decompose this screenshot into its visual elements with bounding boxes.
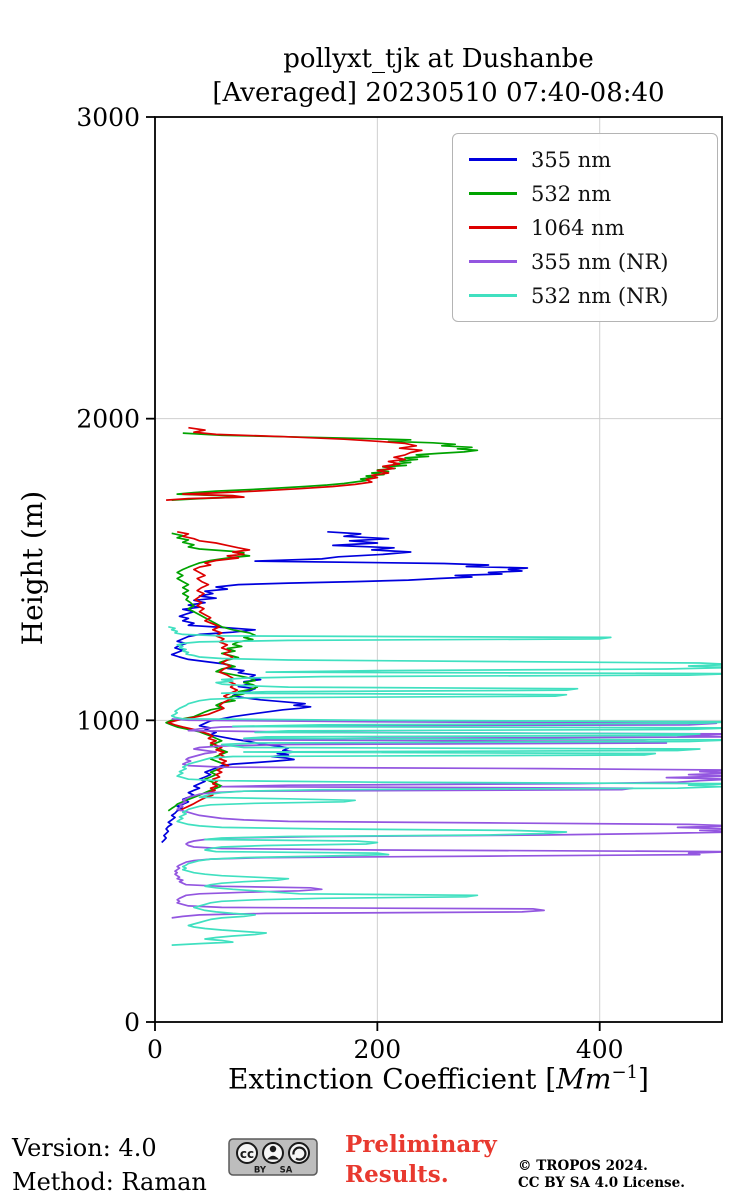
legend-item-532nm: 532 nm — [469, 180, 701, 207]
share-alike-arrow-icon — [292, 1146, 307, 1161]
series-line-532nm — [171, 432, 479, 501]
series-line-532nm-nr — [168, 625, 722, 946]
x-axis-label-unit: Mm — [556, 1062, 612, 1096]
legend-label-532nm: 532 nm — [531, 181, 612, 206]
copyright-text: © TROPOS 2024. CC BY SA 4.0 License. — [518, 1158, 685, 1192]
x-axis-label-exponent: −1 — [611, 1062, 638, 1083]
legend-item-1064nm: 1064 nm — [469, 214, 701, 241]
badge-by-text: BY — [254, 1166, 267, 1176]
version-text: Version: 4.0 — [12, 1134, 157, 1162]
series-line-355nm-nr — [171, 717, 722, 919]
axes-spines — [154, 116, 723, 1023]
x-axis-label-text: Extinction Coefficient [ — [228, 1062, 557, 1096]
chart-title-line1: pollyxt_tjk at Dushanbe — [283, 44, 594, 74]
x-axis-label: Extinction Coefficient [Mm−1] — [155, 1062, 722, 1095]
x-tick-label: 400 — [576, 1035, 624, 1064]
copyright-line1: © TROPOS 2024. — [518, 1158, 648, 1174]
copyright-line2: CC BY SA 4.0 License. — [518, 1175, 685, 1191]
legend-line-sample-355nm — [469, 158, 517, 161]
y-tick-label: 1000 — [76, 706, 140, 735]
y-axis-label: Height (m) — [16, 490, 49, 646]
x-tick-label: 0 — [147, 1035, 163, 1064]
badge-sa-text: SA — [280, 1166, 293, 1176]
legend-line-sample-355nm-nr — [469, 260, 517, 263]
legend-line-sample-532nm-nr — [469, 294, 517, 297]
x-tick-label: 200 — [353, 1035, 401, 1064]
chart-title: pollyxt_tjk at Dushanbe [Averaged] 20230… — [155, 42, 722, 110]
legend-item-532nm-nr: 532 nm (NR) — [469, 282, 701, 309]
series-line-1064nm — [166, 426, 423, 501]
legend-line-sample-1064nm — [469, 226, 517, 229]
x-axis-label-close: ] — [638, 1062, 649, 1096]
cc-by-sa-badge-icon: cc BY SA — [228, 1138, 318, 1176]
chart-title-line2: [Averaged] 20230510 07:40-08:40 — [212, 78, 665, 108]
legend-label-355nm: 355 nm — [531, 147, 612, 172]
legend-item-355nm-nr: 355 nm (NR) — [469, 248, 701, 275]
y-tick-label: 2000 — [76, 405, 140, 434]
person-icon — [269, 1145, 277, 1153]
legend-item-355nm: 355 nm — [469, 146, 701, 173]
legend-line-sample-532nm — [469, 192, 517, 195]
legend-label-355nm-nr: 355 nm (NR) — [531, 249, 669, 274]
y-tick-label: 3000 — [76, 103, 140, 132]
y-tick-label: 0 — [124, 1008, 140, 1037]
legend-label-1064nm: 1064 nm — [531, 215, 625, 240]
legend-label-532nm-nr: 532 nm (NR) — [531, 283, 669, 308]
legend: 355 nm 532 nm 1064 nm 355 nm (NR) 532 nm (NR… — [452, 133, 718, 322]
method-text: Method: Raman — [12, 1168, 207, 1196]
cc-circle-text: cc — [240, 1147, 254, 1161]
series-line-355nm — [161, 530, 529, 844]
preliminary-results-text: Preliminary Results. — [345, 1131, 497, 1188]
